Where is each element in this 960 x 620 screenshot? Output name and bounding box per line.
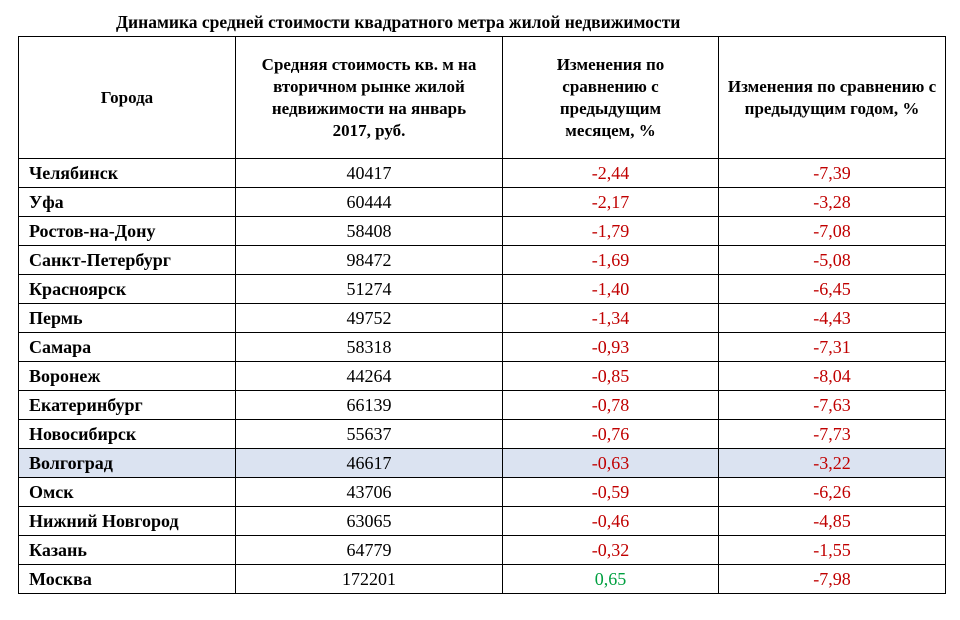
price-cell: 64779 (235, 535, 503, 565)
table-row: Омск 43706 -0,59 -6,26 (18, 477, 946, 507)
table-row: Казань 64779 -0,32 -1,55 (18, 535, 946, 565)
price-cell: 51274 (235, 274, 503, 304)
price-table: Города Средняя стоимость кв. м на вторич… (18, 36, 946, 594)
table-row: Челябинск 40417 -2,44 -7,39 (18, 158, 946, 188)
month-change-cell: -0,32 (502, 535, 719, 565)
year-change-cell: -7,98 (718, 564, 946, 594)
year-change-cell: -7,31 (718, 332, 946, 362)
month-change-cell: -1,79 (502, 216, 719, 246)
month-change-cell: -1,40 (502, 274, 719, 304)
city-cell: Новосибирск (18, 419, 236, 449)
year-change-cell: -8,04 (718, 361, 946, 391)
month-change-cell: -0,93 (502, 332, 719, 362)
month-change-cell: -0,85 (502, 361, 719, 391)
table-row: Уфа 60444 -2,17 -3,28 (18, 187, 946, 217)
month-change-cell: -0,63 (502, 448, 719, 478)
month-change-cell: -0,59 (502, 477, 719, 507)
year-change-cell: -7,08 (718, 216, 946, 246)
price-cell: 60444 (235, 187, 503, 217)
month-change-cell: -2,17 (502, 187, 719, 217)
table-row: Пермь 49752 -1,34 -4,43 (18, 303, 946, 333)
year-change-cell: -7,73 (718, 419, 946, 449)
price-cell: 58318 (235, 332, 503, 362)
city-cell: Казань (18, 535, 236, 565)
city-cell: Пермь (18, 303, 236, 333)
month-change-cell: -1,69 (502, 245, 719, 275)
price-cell: 44264 (235, 361, 503, 391)
year-change-cell: -7,63 (718, 390, 946, 420)
year-change-cell: -4,85 (718, 506, 946, 536)
city-cell: Омск (18, 477, 236, 507)
header-city: Города (18, 36, 236, 159)
city-cell: Санкт-Петербург (18, 245, 236, 275)
month-change-cell: -0,76 (502, 419, 719, 449)
city-cell: Москва (18, 564, 236, 594)
table-row: Москва 172201 0,65 -7,98 (18, 564, 946, 594)
price-cell: 40417 (235, 158, 503, 188)
year-change-cell: -3,28 (718, 187, 946, 217)
table-row: Ростов-на-Дону 58408 -1,79 -7,08 (18, 216, 946, 246)
table-row: Санкт-Петербург 98472 -1,69 -5,08 (18, 245, 946, 275)
table-row: Воронеж 44264 -0,85 -8,04 (18, 361, 946, 391)
year-change-cell: -4,43 (718, 303, 946, 333)
year-change-cell: -1,55 (718, 535, 946, 565)
price-cell: 172201 (235, 564, 503, 594)
table-row: Волгоград 46617 -0,63 -3,22 (18, 448, 946, 478)
header-row: Города Средняя стоимость кв. м на вторич… (18, 36, 946, 159)
price-cell: 98472 (235, 245, 503, 275)
price-cell: 58408 (235, 216, 503, 246)
table-row: Самара 58318 -0,93 -7,31 (18, 332, 946, 362)
year-change-cell: -6,26 (718, 477, 946, 507)
table-row: Новосибирск 55637 -0,76 -7,73 (18, 419, 946, 449)
price-cell: 49752 (235, 303, 503, 333)
table-row: Нижний Новгород 63065 -0,46 -4,85 (18, 506, 946, 536)
header-month-change: Изменения по сравнению с предыдущим меся… (502, 36, 719, 159)
city-cell: Воронеж (18, 361, 236, 391)
city-cell: Нижний Новгород (18, 506, 236, 536)
month-change-cell: 0,65 (502, 564, 719, 594)
year-change-cell: -5,08 (718, 245, 946, 275)
price-cell: 66139 (235, 390, 503, 420)
month-change-cell: -1,34 (502, 303, 719, 333)
city-cell: Самара (18, 332, 236, 362)
city-cell: Екатеринбург (18, 390, 236, 420)
city-cell: Красноярск (18, 274, 236, 304)
city-cell: Волгоград (18, 448, 236, 478)
price-cell: 46617 (235, 448, 503, 478)
header-price: Средняя стоимость кв. м на вторичном рын… (235, 36, 503, 159)
year-change-cell: -3,22 (718, 448, 946, 478)
table-title: Динамика средней стоимости квадратного м… (116, 12, 681, 32)
table-row: Красноярск 51274 -1,40 -6,45 (18, 274, 946, 304)
price-cell: 63065 (235, 506, 503, 536)
price-cell: 55637 (235, 419, 503, 449)
year-change-cell: -7,39 (718, 158, 946, 188)
header-year-change: Изменения по сравнению с предыдущим годо… (718, 36, 946, 159)
city-cell: Уфа (18, 187, 236, 217)
year-change-cell: -6,45 (718, 274, 946, 304)
city-cell: Челябинск (18, 158, 236, 188)
price-cell: 43706 (235, 477, 503, 507)
month-change-cell: -0,46 (502, 506, 719, 536)
city-cell: Ростов-на-Дону (18, 216, 236, 246)
table-row: Екатеринбург 66139 -0,78 -7,63 (18, 390, 946, 420)
month-change-cell: -2,44 (502, 158, 719, 188)
month-change-cell: -0,78 (502, 390, 719, 420)
